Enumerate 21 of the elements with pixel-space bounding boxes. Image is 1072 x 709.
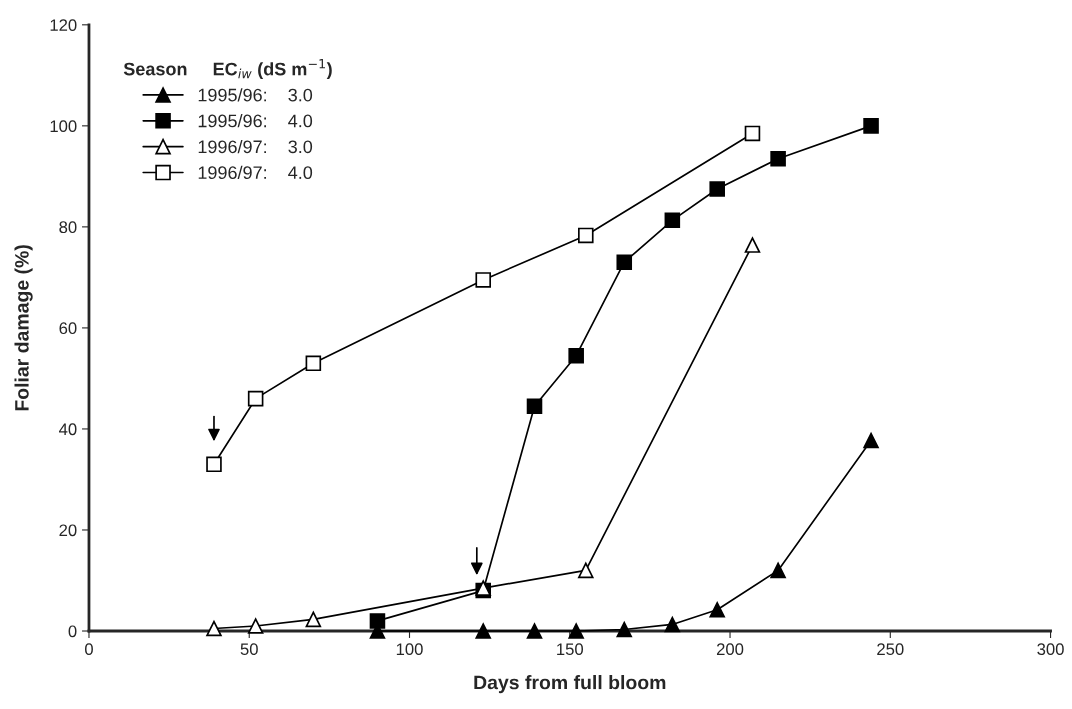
legend-label: 1995/96: 3.0	[198, 88, 313, 102]
y-tick-label: 80	[59, 221, 77, 234]
x-tick-label: 250	[877, 643, 904, 656]
legend-label: 1996/97: 4.0	[198, 165, 313, 180]
legend-title: Season EC$_{iw}$ (dS m$^{−1}$)	[123, 59, 332, 79]
y-tick-label: 40	[59, 423, 77, 436]
y-axis-title: Foliar damage (%)	[14, 245, 33, 411]
legend-label: 1996/97: 3.0	[198, 139, 313, 154]
x-tick-label: 200	[716, 643, 744, 656]
x-tick-label: 150	[557, 643, 584, 656]
y-tick-label: 120	[50, 19, 77, 32]
y-tick-label: 20	[59, 524, 77, 537]
x-axis-title: Days from full bloom	[474, 675, 666, 694]
y-tick-label: 60	[59, 322, 77, 335]
y-tick-label: 100	[50, 120, 77, 133]
x-tick-label: 0	[84, 643, 93, 656]
legend-label: 1995/96: 4.0	[198, 114, 313, 128]
x-tick-label: 50	[240, 643, 258, 656]
x-tick-label: 100	[396, 643, 423, 656]
y-tick-label: 0	[68, 625, 77, 638]
x-tick-label: 300	[1037, 643, 1064, 656]
